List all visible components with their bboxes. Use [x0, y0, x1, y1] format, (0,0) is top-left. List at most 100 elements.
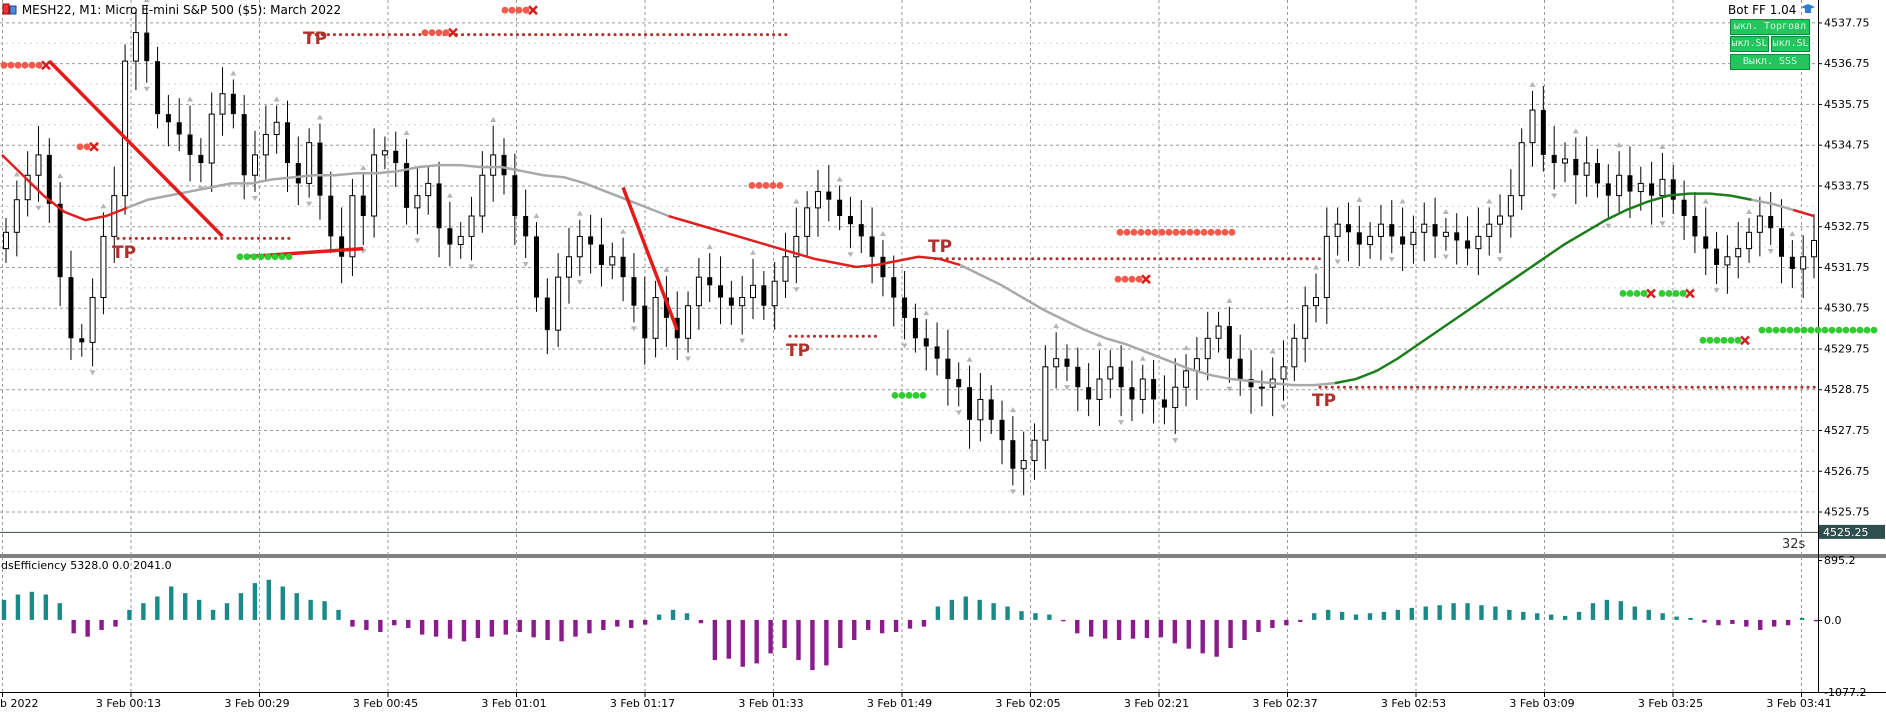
candle	[1692, 191, 1698, 254]
candle-body-bull	[609, 256, 616, 266]
trade-line	[621, 186, 679, 331]
order-red-dot	[28, 61, 36, 69]
osc-bar	[475, 619, 481, 638]
order-green-dot	[264, 253, 272, 261]
candle-body-bull	[1529, 109, 1536, 144]
fractal-up	[187, 96, 194, 102]
candle	[187, 96, 194, 182]
candle	[685, 291, 692, 362]
toggle-sss-button[interactable]: Выкл. SSS	[1730, 54, 1810, 70]
candle	[1779, 199, 1785, 284]
candle-body-bear	[360, 195, 366, 217]
candle-body-bear	[46, 154, 52, 204]
fractal-down	[89, 370, 96, 376]
osc-bar	[531, 619, 536, 638]
candle-body-bull	[814, 191, 821, 209]
osc-bar	[1214, 619, 1219, 657]
fractal-up	[1053, 323, 1060, 329]
fractal-down	[1767, 248, 1774, 254]
candle-body-bear	[1356, 232, 1362, 245]
fractal-down	[630, 326, 637, 332]
osc-bar	[336, 609, 341, 620]
candle	[1465, 216, 1471, 266]
osc-bar	[308, 599, 313, 620]
order-green-dot	[1706, 336, 1714, 344]
order-green-dot	[1856, 326, 1864, 334]
osc-bar	[169, 586, 174, 620]
order-green-dot	[1626, 290, 1634, 297]
order-red-dot	[1207, 228, 1215, 236]
candle	[793, 198, 800, 293]
osc-bar	[238, 593, 244, 620]
fractal-up	[1226, 297, 1233, 303]
candle-body-bull	[371, 154, 378, 217]
order-close-cross	[89, 141, 99, 152]
candle	[814, 169, 821, 237]
osc-bar	[294, 593, 299, 620]
osc-bar	[1535, 613, 1540, 620]
osc-bar	[1451, 603, 1456, 620]
chart-icon	[2, 3, 18, 15]
candle	[1312, 264, 1319, 323]
candle-body-bull	[252, 154, 259, 176]
candle	[1258, 370, 1265, 407]
osc-bar	[1688, 617, 1693, 620]
order-red-dot	[1172, 228, 1180, 236]
order-red-dot	[755, 182, 763, 189]
order-close-cross	[1685, 288, 1695, 299]
candle-body-bear	[1086, 387, 1092, 400]
fractal-down	[252, 195, 259, 201]
order-red-dot	[1130, 228, 1138, 236]
candle	[652, 280, 659, 358]
candle-body-bear	[1768, 216, 1774, 229]
moving-average-line	[668, 214, 961, 269]
osc-bar	[99, 619, 104, 630]
osc-bar	[1702, 619, 1707, 623]
order-green-dot	[250, 253, 258, 261]
osc-bar	[1130, 619, 1136, 639]
candle-body-bear	[761, 285, 767, 306]
candle-body-bull	[479, 174, 486, 217]
candle	[1323, 207, 1330, 325]
order-red-dot	[7, 61, 15, 69]
toggle-trading-button[interactable]: ыкл. Торговл	[1730, 19, 1810, 35]
order-green-dot	[1807, 326, 1815, 334]
candle	[1031, 423, 1038, 480]
fractal-down	[468, 264, 475, 270]
osc-bar	[1618, 601, 1624, 620]
order-red-dot	[1151, 228, 1159, 236]
candle-body-bull	[1302, 305, 1309, 339]
candle-body-bear	[945, 358, 951, 380]
ea-name: Bot FF 1.04	[1728, 3, 1797, 17]
order-red-dot	[1200, 228, 1208, 236]
order-green-dot	[1619, 290, 1627, 297]
current-price-label: 4525.25	[1823, 526, 1869, 539]
candle-body-bull	[1258, 386, 1265, 389]
fractal-up	[1009, 407, 1016, 413]
osc-bar	[183, 593, 188, 620]
candle	[555, 253, 562, 347]
fractal-up	[966, 356, 973, 362]
candle-body-bull	[739, 297, 746, 307]
candle-body-bull	[1442, 231, 1449, 237]
toggle-sl-button-1[interactable]: ыкл.SL	[1730, 36, 1769, 52]
osc-bar	[1367, 613, 1373, 620]
candle	[468, 196, 475, 270]
osc-bar	[1785, 619, 1791, 626]
candle-body-bear	[891, 277, 897, 298]
order-green-dot	[1800, 326, 1808, 334]
fractal-up	[273, 96, 280, 102]
y-tick-label: 4526.75	[1824, 465, 1870, 478]
order-red-dot	[1135, 275, 1143, 283]
order-green-dot	[919, 391, 927, 399]
candle-body-bull	[425, 182, 432, 197]
current-price-tag	[1819, 524, 1885, 539]
candle-body-bear	[728, 297, 734, 306]
candle-body-bull	[576, 235, 583, 258]
candle	[490, 116, 497, 202]
order-green-dot	[905, 391, 913, 399]
toggle-sl-button-2[interactable]: ыкл.SL	[1771, 36, 1810, 52]
candle-body-bear	[1454, 232, 1460, 241]
order-green-dot	[285, 253, 293, 261]
